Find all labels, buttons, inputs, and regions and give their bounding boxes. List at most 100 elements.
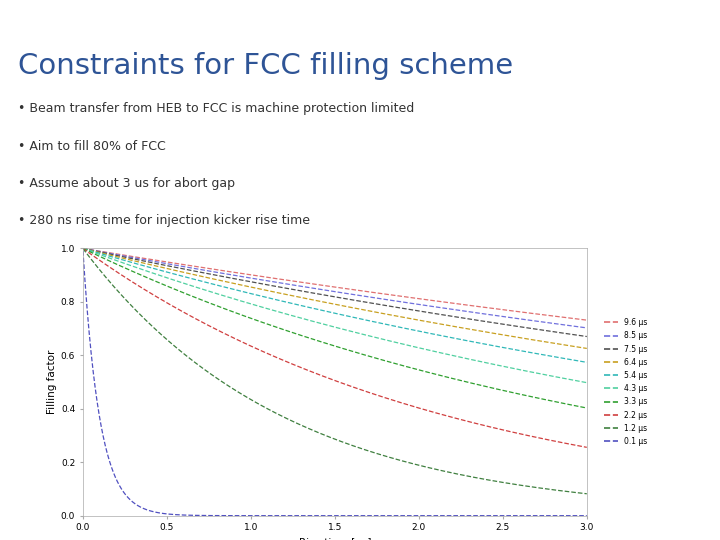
1.2 μs [104,278,113,284]
Line: 6.4 μs: 6.4 μs [83,248,587,348]
4.3 μs [567,376,576,383]
7.5 μs [582,333,591,340]
5.4 μs [78,245,87,252]
X-axis label: Rise time [μs]: Rise time [μs] [299,538,371,540]
4.3 μs [582,380,591,386]
8.5 μs [78,245,87,252]
2.2 μs [567,441,576,448]
Text: Constraints for FCC filling scheme: Constraints for FCC filling scheme [18,52,513,80]
0.1 μs [323,512,332,519]
3.3 μs [568,402,577,408]
7.5 μs [568,331,577,338]
9.6 μs [567,315,576,321]
9.6 μs [78,245,87,252]
9.6 μs [323,283,332,289]
7.5 μs [323,293,332,299]
7.5 μs [567,331,576,338]
5.4 μs [475,340,484,346]
6.4 μs [323,300,332,306]
1.2 μs [323,433,332,440]
1.2 μs [568,489,577,495]
2.2 μs [104,263,113,269]
3.3 μs [567,402,576,408]
5.4 μs [567,356,576,363]
8.5 μs [568,323,577,329]
5.4 μs [582,359,591,366]
Legend: 9.6 μs, 8.5 μs, 7.5 μs, 6.4 μs, 5.4 μs, 4.3 μs, 3.3 μs, 2.2 μs, 1.2 μs, 0.1 μs: 9.6 μs, 8.5 μs, 7.5 μs, 6.4 μs, 5.4 μs, … [600,315,650,449]
9.6 μs [104,249,113,256]
0.1 μs [104,455,113,462]
5.4 μs [104,253,113,259]
3.3 μs [323,341,332,347]
7.5 μs [78,245,87,252]
4.3 μs [568,377,577,383]
2.2 μs [475,421,484,428]
5.4 μs [310,306,319,312]
1.2 μs [78,245,87,252]
0.1 μs [475,512,484,519]
6.4 μs [310,297,319,303]
2.2 μs [310,370,319,376]
9.6 μs [310,281,319,287]
Text: 5: 5 [696,10,704,23]
8.5 μs [104,250,113,256]
8.5 μs [567,323,576,329]
Y-axis label: Filling factor: Filling factor [47,350,57,414]
2.2 μs [323,375,332,381]
0.1 μs [310,512,319,519]
Line: 2.2 μs: 2.2 μs [83,248,587,447]
4.3 μs [310,319,319,325]
6.4 μs [104,252,113,258]
1.2 μs [310,428,319,434]
5.4 μs [323,308,332,315]
1.2 μs [582,490,591,497]
Text: • Assume about 3 us for abort gap: • Assume about 3 us for abort gap [18,177,235,190]
4.3 μs [104,254,113,261]
Line: 4.3 μs: 4.3 μs [83,248,587,383]
3.3 μs [104,258,113,264]
Text: FCC Injection and Extraction: FCC Injection and Extraction [286,12,434,22]
Line: 7.5 μs: 7.5 μs [83,248,587,336]
4.3 μs [78,245,87,252]
2.2 μs [568,441,577,448]
2.2 μs [582,444,591,450]
3.3 μs [475,382,484,388]
4.3 μs [323,322,332,328]
0.1 μs [78,248,87,254]
6.4 μs [567,343,576,349]
8.5 μs [323,287,332,294]
Text: • 280 ns rise time for injection kicker rise time: • 280 ns rise time for injection kicker … [18,214,310,227]
9.6 μs [568,315,577,322]
6.4 μs [582,345,591,352]
7.5 μs [104,251,113,257]
1.2 μs [567,489,576,495]
7.5 μs [310,290,319,296]
Line: 0.1 μs: 0.1 μs [83,251,587,516]
Text: • Aim to fill 80% of FCC: • Aim to fill 80% of FCC [18,140,166,153]
Line: 1.2 μs: 1.2 μs [83,248,587,494]
4.3 μs [475,358,484,365]
9.6 μs [582,317,591,323]
0.1 μs [582,512,591,519]
6.4 μs [475,328,484,334]
Text: • Beam transfer from HEB to FCC is machine protection limited: • Beam transfer from HEB to FCC is machi… [18,103,414,116]
1.2 μs [475,475,484,482]
Line: 8.5 μs: 8.5 μs [83,248,587,328]
3.3 μs [78,245,87,252]
3.3 μs [310,336,319,343]
Line: 5.4 μs: 5.4 μs [83,248,587,362]
Text: 24/03/2015: 24/03/2015 [13,12,73,22]
7.5 μs [475,318,484,324]
2.2 μs [78,245,87,252]
3.3 μs [582,405,591,411]
0.1 μs [568,512,577,519]
8.5 μs [475,310,484,316]
8.5 μs [582,325,591,331]
Line: 3.3 μs: 3.3 μs [83,248,587,408]
Line: 9.6 μs: 9.6 μs [83,248,587,320]
6.4 μs [568,343,577,349]
6.4 μs [78,245,87,252]
5.4 μs [568,356,577,363]
8.5 μs [310,285,319,292]
0.1 μs [567,512,576,519]
